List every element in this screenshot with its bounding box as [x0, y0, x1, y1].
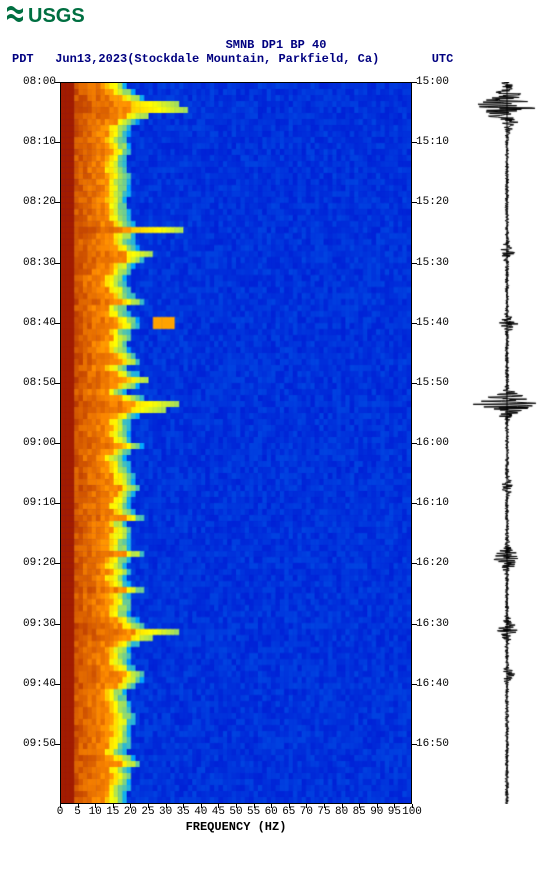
tick-mark [342, 804, 343, 808]
tick-mark [148, 804, 149, 808]
tick-mark [55, 503, 60, 504]
tick-mark [377, 804, 378, 808]
y-right-tick: 15:40 [416, 317, 449, 329]
tick-mark [78, 804, 79, 808]
y-right-tick: 16:40 [416, 678, 449, 690]
tick-mark [55, 684, 60, 685]
y-axis-right: 15:0015:1015:2015:3015:4015:5016:0016:10… [416, 82, 460, 804]
tick-mark [271, 804, 272, 808]
y-right-tick: 16:10 [416, 497, 449, 509]
y-right-tick: 15:00 [416, 76, 449, 88]
y-left-tick: 08:20 [23, 196, 56, 208]
station: (Stockdale Mountain, Parkfield, Ca) [127, 52, 379, 66]
y-left-tick: 08:30 [23, 257, 56, 269]
tick-mark [55, 744, 60, 745]
y-left-tick: 09:40 [23, 678, 56, 690]
tick-mark [201, 804, 202, 808]
tick-mark [55, 323, 60, 324]
tick-mark [183, 804, 184, 808]
tick-mark [289, 804, 290, 808]
tick-mark [113, 804, 114, 808]
y-right-tick: 16:50 [416, 738, 449, 750]
y-left-tick: 09:30 [23, 618, 56, 630]
chart-title: SMNB DP1 BP 40 [0, 38, 552, 52]
tick-mark [359, 804, 360, 808]
tick-mark [55, 563, 60, 564]
y-right-tick: 16:30 [416, 618, 449, 630]
tick-mark [236, 804, 237, 808]
y-right-tick: 15:20 [416, 196, 449, 208]
y-left-tick: 08:40 [23, 317, 56, 329]
y-left-tick: 09:20 [23, 557, 56, 569]
tick-mark [412, 804, 413, 808]
tick-mark [324, 804, 325, 808]
y-left-tick: 09:10 [23, 497, 56, 509]
y-left-tick: 08:10 [23, 136, 56, 148]
tz-left: PDT [12, 52, 34, 66]
waveform-canvas [468, 82, 546, 804]
y-left-tick: 08:50 [23, 377, 56, 389]
y-right-tick: 15:50 [416, 377, 449, 389]
tick-mark [166, 804, 167, 808]
tick-mark [254, 804, 255, 808]
svg-text:USGS: USGS [28, 5, 85, 27]
tick-mark [394, 804, 395, 808]
x-axis: 0510152025303540455055606570758085909510… [60, 806, 412, 820]
tick-mark [55, 383, 60, 384]
usgs-logo: USGS [6, 2, 98, 28]
tick-mark [55, 443, 60, 444]
chart-subtitle: PDT Jun13,2023(Stockdale Mountain, Parkf… [0, 52, 552, 66]
y-right-tick: 16:00 [416, 437, 449, 449]
tick-mark [55, 263, 60, 264]
tick-mark [60, 804, 61, 808]
tick-mark [55, 142, 60, 143]
y-left-tick: 08:00 [23, 76, 56, 88]
y-right-tick: 15:30 [416, 257, 449, 269]
waveform-panel [468, 82, 546, 804]
y-right-tick: 16:20 [416, 557, 449, 569]
tick-mark [55, 624, 60, 625]
tz-right: UTC [432, 52, 454, 66]
y-left-tick: 09:50 [23, 738, 56, 750]
y-axis-left: 08:0008:1008:2008:3008:4008:5009:0009:10… [12, 82, 56, 804]
tick-mark [218, 804, 219, 808]
y-right-tick: 15:10 [416, 136, 449, 148]
y-left-tick: 09:00 [23, 437, 56, 449]
x-axis-title: FREQUENCY (HZ) [60, 820, 412, 834]
spectrogram-canvas [61, 83, 411, 803]
tick-mark [95, 804, 96, 808]
tick-mark [55, 202, 60, 203]
spectrogram-plot [60, 82, 412, 804]
tick-mark [55, 82, 60, 83]
tick-mark [306, 804, 307, 808]
date: Jun13,2023 [55, 52, 127, 66]
header-block: SMNB DP1 BP 40 PDT Jun13,2023(Stockdale … [0, 38, 552, 66]
tick-mark [130, 804, 131, 808]
